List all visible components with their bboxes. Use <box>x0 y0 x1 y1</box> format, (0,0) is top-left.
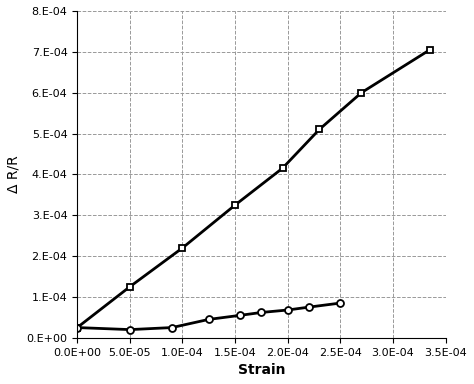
Y-axis label: Δ R/R: Δ R/R <box>7 156 21 193</box>
X-axis label: Strain: Strain <box>237 363 285 377</box>
